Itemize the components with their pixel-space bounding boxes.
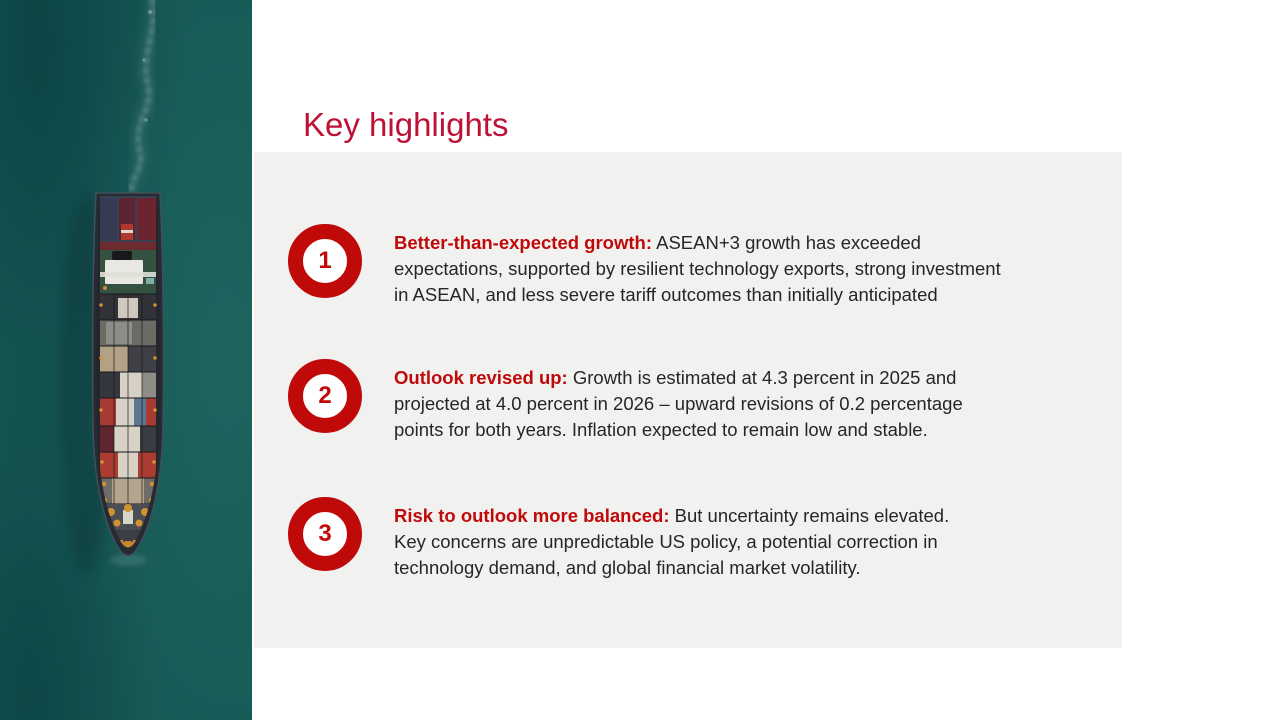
ship-wake [126,0,159,197]
item-2-body: Growth is estimated at 4.3 percent in 20… [394,367,963,440]
item-3-text: Risk to outlook more balanced: But uncer… [394,503,1116,580]
container-ship-illustration [0,0,252,720]
item-2-number-badge: 2 [288,359,362,433]
item-3-body: But uncertainty remains elevated. Key co… [394,505,950,578]
item-2-lead: Outlook revised up: [394,367,568,388]
item-1-lead: Better-than-expected growth: [394,232,652,253]
highlight-item-1: 1 Better-than-expected growth: ASEAN+3 g… [254,224,1122,344]
item-1-number: 1 [318,247,332,274]
highlight-item-2: 2 Outlook revised up: Growth is estimate… [254,359,1122,479]
page-title: Key highlights [303,106,509,144]
highlights-panel: 1 Better-than-expected growth: ASEAN+3 g… [254,152,1122,648]
item-1-text: Better-than-expected growth: ASEAN+3 gro… [394,230,1116,307]
item-2-text: Outlook revised up: Growth is estimated … [394,365,1116,442]
item-1-number-badge: 1 [288,224,362,298]
item-3-number-badge: 3 [288,497,362,571]
item-2-number: 2 [318,382,332,409]
item-1-body: ASEAN+3 growth has exceeded expectations… [394,232,1001,305]
item-3-lead: Risk to outlook more balanced: [394,505,670,526]
highlight-item-3: 3 Risk to outlook more balanced: But unc… [254,497,1122,617]
item-3-number: 3 [318,520,332,547]
aerial-container-ship-photo [0,0,252,720]
